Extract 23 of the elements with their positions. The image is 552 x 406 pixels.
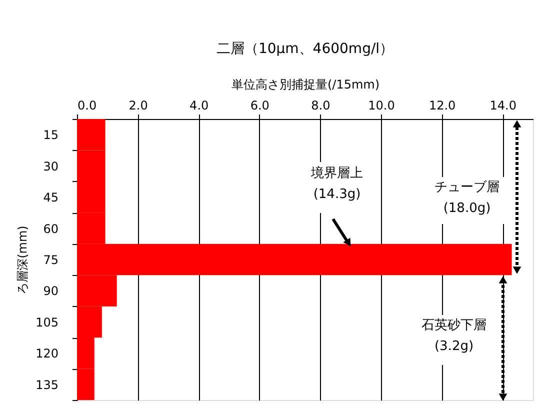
- y-tick-label: 30: [43, 159, 58, 174]
- x-tick-label: 2.0: [128, 98, 148, 112]
- y-tick-label: 60: [43, 222, 58, 236]
- chart-title: 二層（10μm、4600mg/l）: [216, 41, 394, 57]
- x-tick-label: 6.0: [250, 98, 270, 112]
- x-axis-title: 単位高さ別捕捉量(/15mm): [231, 78, 380, 92]
- annotation: 境界層上 (14.3g): [310, 165, 363, 202]
- y-tick-label: 120: [36, 346, 58, 361]
- x-tick-label: 10.0: [368, 98, 395, 112]
- y-tick-label: 45: [43, 190, 58, 205]
- x-tick-label: 8.0: [311, 98, 330, 112]
- annotation: 石英砂下層 (3.2g): [422, 318, 486, 354]
- x-tick-label: 12.0: [428, 98, 456, 112]
- y-tick-label: 105: [36, 315, 58, 330]
- y-tick-label: 15: [43, 128, 58, 142]
- x-tick-label: 14.0: [490, 98, 516, 112]
- annotation: チューブ層 (18.0g): [434, 180, 500, 216]
- y-tick-label: 90: [43, 284, 58, 298]
- y-axis-title: ろ層深(mm): [16, 226, 30, 294]
- x-tick-label: 0.0: [78, 98, 97, 112]
- x-tick-label: 4.0: [190, 98, 209, 112]
- y-tick-label: 75: [43, 253, 58, 267]
- y-tick-label: 135: [36, 378, 58, 392]
